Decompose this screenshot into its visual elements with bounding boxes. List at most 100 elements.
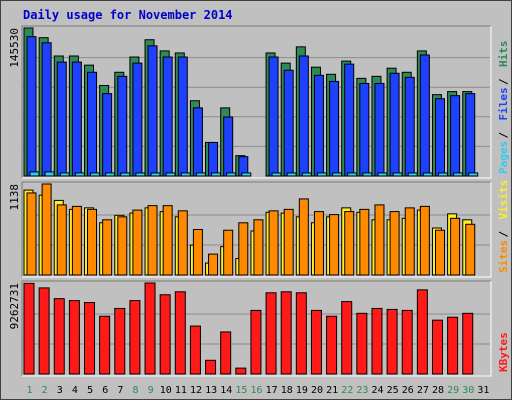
bar-files-day-3 bbox=[56, 61, 67, 177]
legend-visits: Visits bbox=[497, 180, 510, 220]
bar-kbytes-day-23 bbox=[356, 312, 368, 375]
x-tick-label-25: 25 bbox=[387, 385, 399, 396]
bar-kbytes-day-24 bbox=[371, 307, 383, 375]
bar-pages-day-17 bbox=[271, 172, 282, 177]
chart-title: Daily usage for November 2014 bbox=[23, 8, 233, 22]
x-tick-label-4: 4 bbox=[72, 385, 78, 396]
bar-sites-day-21 bbox=[329, 214, 340, 276]
bar-pages-day-13 bbox=[211, 172, 222, 177]
panel-hits_files_pages-bevel-dark bbox=[21, 25, 491, 178]
bar-kbytes-day-16 bbox=[250, 309, 262, 375]
y-max-label-kbytes: 9262731 bbox=[8, 283, 21, 329]
bar-kbytes-day-7 bbox=[114, 307, 126, 375]
panel-visits_sites-bevel-dark bbox=[21, 181, 491, 277]
x-tick-label-26: 26 bbox=[402, 385, 414, 396]
bar-files-day-22 bbox=[344, 63, 355, 177]
bar-pages-day-8 bbox=[135, 172, 146, 177]
y-max-label-visits_sites: 1138 bbox=[8, 184, 21, 211]
legend-kbytes: KBytes bbox=[497, 332, 510, 372]
bar-pages-day-14 bbox=[226, 172, 237, 177]
panel-kbytes-bevel-light bbox=[22, 281, 492, 377]
x-tick-label-13: 13 bbox=[205, 385, 217, 396]
bar-files-day-28 bbox=[434, 98, 445, 177]
bar-files-day-6 bbox=[102, 93, 113, 177]
bar-pages-day-25 bbox=[392, 172, 403, 177]
x-tick-label-22: 22 bbox=[341, 385, 353, 396]
y-max-label-hits_files_pages: 145530 bbox=[8, 28, 21, 68]
bar-kbytes-day-9 bbox=[144, 282, 156, 375]
bar-kbytes-day-26 bbox=[401, 309, 413, 375]
bar-sites-day-14 bbox=[223, 229, 234, 276]
bar-kbytes-day-12 bbox=[189, 325, 201, 375]
bar-pages-day-18 bbox=[286, 172, 297, 177]
x-tick-label-1: 1 bbox=[27, 385, 33, 396]
x-tick-label-14: 14 bbox=[220, 385, 232, 396]
x-tick-label-9: 9 bbox=[148, 385, 154, 396]
bar-pages-day-28 bbox=[437, 172, 448, 177]
panel-hits_files_pages-bevel-light bbox=[22, 26, 492, 179]
x-tick-label-3: 3 bbox=[57, 385, 63, 396]
bar-files-day-21 bbox=[329, 80, 340, 177]
bar-pages-day-20 bbox=[316, 172, 327, 177]
bar-files-day-29 bbox=[450, 95, 461, 177]
legend-separator: / bbox=[497, 78, 510, 85]
bar-kbytes-day-20 bbox=[310, 309, 322, 375]
legend-separator: / bbox=[497, 132, 510, 139]
bar-files-day-17 bbox=[268, 56, 279, 177]
bar-sites-day-12 bbox=[192, 229, 203, 276]
bar-files-day-24 bbox=[374, 82, 385, 177]
bar-sites-day-15 bbox=[238, 222, 249, 276]
bar-sites-day-24 bbox=[374, 204, 385, 276]
bar-sites-day-17 bbox=[268, 210, 279, 276]
bar-pages-day-2 bbox=[44, 171, 55, 177]
x-tick-label-17: 17 bbox=[266, 385, 278, 396]
bar-sites-day-8 bbox=[132, 209, 143, 276]
bar-kbytes-day-28 bbox=[431, 319, 443, 375]
panel-visits_sites-bevel-light bbox=[22, 182, 492, 278]
bar-kbytes-day-14 bbox=[220, 331, 232, 375]
bar-files-day-10 bbox=[162, 56, 173, 177]
bar-pages-day-9 bbox=[150, 172, 161, 177]
bar-sites-day-20 bbox=[313, 211, 324, 276]
bar-files-day-23 bbox=[359, 82, 370, 177]
bar-pages-day-26 bbox=[407, 172, 418, 177]
bar-pages-day-11 bbox=[180, 172, 191, 177]
bar-pages-day-22 bbox=[347, 172, 358, 177]
bar-files-day-7 bbox=[117, 75, 128, 177]
bar-sites-day-3 bbox=[56, 204, 67, 276]
x-tick-label-21: 21 bbox=[326, 385, 338, 396]
x-tick-label-31: 31 bbox=[477, 385, 489, 396]
bar-pages-day-12 bbox=[195, 172, 206, 177]
x-tick-label-30: 30 bbox=[462, 385, 474, 396]
bar-kbytes-day-2 bbox=[38, 287, 50, 375]
bar-files-day-30 bbox=[465, 93, 476, 177]
bar-pages-day-5 bbox=[90, 172, 101, 177]
bar-files-day-26 bbox=[404, 76, 415, 177]
panel-kbytes-bevel-dark bbox=[21, 280, 491, 376]
bar-kbytes-day-6 bbox=[99, 315, 111, 375]
legend-separator: / bbox=[497, 231, 510, 238]
bar-files-day-25 bbox=[389, 72, 400, 177]
bar-sites-day-7 bbox=[117, 216, 128, 276]
x-tick-label-11: 11 bbox=[175, 385, 187, 396]
bar-pages-day-7 bbox=[120, 172, 131, 177]
x-tick-label-24: 24 bbox=[372, 385, 384, 396]
bar-pages-day-21 bbox=[332, 172, 343, 177]
bar-kbytes-day-29 bbox=[447, 316, 459, 375]
bar-files-day-4 bbox=[71, 61, 82, 177]
bar-files-day-18 bbox=[283, 69, 294, 177]
bar-sites-day-5 bbox=[87, 208, 98, 276]
bar-sites-day-25 bbox=[389, 211, 400, 276]
bar-sites-day-6 bbox=[102, 219, 113, 276]
bar-files-day-8 bbox=[132, 62, 143, 177]
bar-files-day-20 bbox=[313, 74, 324, 177]
bar-sites-day-10 bbox=[162, 205, 173, 276]
bar-kbytes-day-13 bbox=[205, 359, 217, 375]
bar-pages-day-23 bbox=[362, 172, 373, 177]
bar-pages-day-30 bbox=[468, 172, 479, 177]
bar-sites-day-13 bbox=[208, 253, 219, 276]
bar-sites-day-1 bbox=[26, 192, 37, 276]
bar-kbytes-day-11 bbox=[174, 291, 186, 375]
